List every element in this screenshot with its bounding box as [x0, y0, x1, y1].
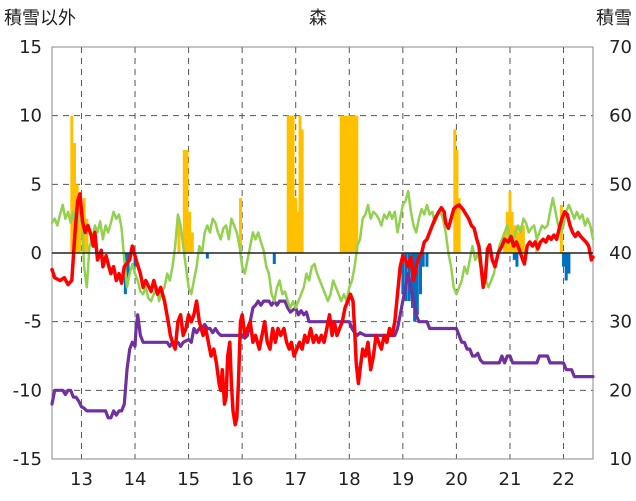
negative-bar	[415, 253, 419, 315]
snow-bar	[288, 115, 292, 254]
purple-series-line	[50, 272, 595, 420]
green-series-line	[50, 189, 595, 310]
x-tick-label: 20	[445, 469, 468, 490]
negative-bar	[515, 253, 519, 267]
negative-bar	[419, 253, 423, 295]
negative-bar	[272, 253, 276, 264]
snow-bar	[190, 232, 194, 253]
x-tick-label: 19	[391, 469, 414, 490]
snow-bar	[510, 211, 514, 253]
snow-bar	[296, 211, 300, 253]
negative-bar	[512, 253, 516, 260]
negative-bar	[421, 253, 425, 267]
snow-bar	[298, 115, 302, 254]
right-tick-label: 10	[609, 449, 632, 470]
snow-bar	[508, 191, 512, 253]
right-axis-header: 積雪	[596, 8, 632, 29]
snow-bar	[355, 115, 359, 254]
snow-bar	[457, 198, 461, 253]
snow-bar	[521, 225, 525, 253]
snow-bar	[177, 218, 181, 253]
negative-bar	[401, 253, 405, 295]
x-tick-label: 15	[177, 469, 200, 490]
red-series-line	[50, 192, 595, 427]
right-tick-label: 20	[609, 380, 632, 401]
snow-bar	[85, 218, 89, 253]
snow-bar	[294, 198, 298, 253]
x-tick-label: 14	[124, 469, 147, 490]
x-tick-label: 22	[552, 469, 575, 490]
right-tick-label: 50	[609, 174, 632, 195]
x-tick-label: 21	[499, 469, 522, 490]
snow-bar	[515, 225, 519, 253]
snow-bar	[455, 150, 459, 253]
snow-bar	[300, 129, 304, 253]
snow-bar	[286, 115, 290, 254]
negative-bar	[562, 253, 566, 267]
left-tick-label: -5	[24, 312, 42, 333]
negative-bar	[205, 253, 209, 259]
snow-bar	[519, 225, 523, 253]
x-tick-label: 13	[70, 469, 93, 490]
snow-bar	[353, 115, 357, 254]
snow-bar	[185, 150, 189, 253]
left-axis-header: 積雪以外	[4, 8, 76, 29]
snow-bar	[239, 198, 243, 253]
snow-bar	[291, 115, 295, 254]
chart-title: 森	[309, 8, 327, 29]
snow-bar	[188, 211, 192, 253]
snow-bar	[350, 115, 354, 254]
left-tick-label: 10	[19, 106, 42, 127]
left-tick-label: 5	[31, 174, 42, 195]
right-tick-label: 40	[609, 243, 632, 264]
left-tick-label: -15	[13, 449, 42, 470]
right-tick-label: 30	[609, 312, 632, 333]
snow-bar	[517, 232, 521, 253]
snow-bar	[505, 211, 509, 253]
negative-bar	[564, 253, 568, 281]
x-tick-label: 16	[231, 469, 254, 490]
snow-bar	[344, 115, 348, 254]
snow-bar	[339, 115, 343, 254]
snow-bar	[70, 115, 74, 254]
right-tick-label: 70	[609, 37, 632, 58]
negative-bar	[425, 253, 429, 267]
negative-bar	[567, 253, 571, 274]
snow-bar	[348, 115, 352, 254]
x-tick-label: 18	[338, 469, 361, 490]
snow-bar	[72, 143, 76, 253]
snow-bar	[346, 115, 350, 254]
right-tick-label: 60	[609, 106, 632, 127]
snow-bar	[78, 204, 82, 253]
negative-bar	[413, 253, 417, 322]
negative-bar	[126, 253, 130, 281]
left-tick-label: 0	[31, 243, 42, 264]
snow-bar	[453, 129, 457, 253]
x-tick-label: 17	[284, 469, 307, 490]
snow-bar	[341, 115, 345, 254]
left-tick-label: -10	[13, 380, 42, 401]
snow-bar	[182, 150, 186, 253]
left-tick-label: 15	[19, 37, 42, 58]
